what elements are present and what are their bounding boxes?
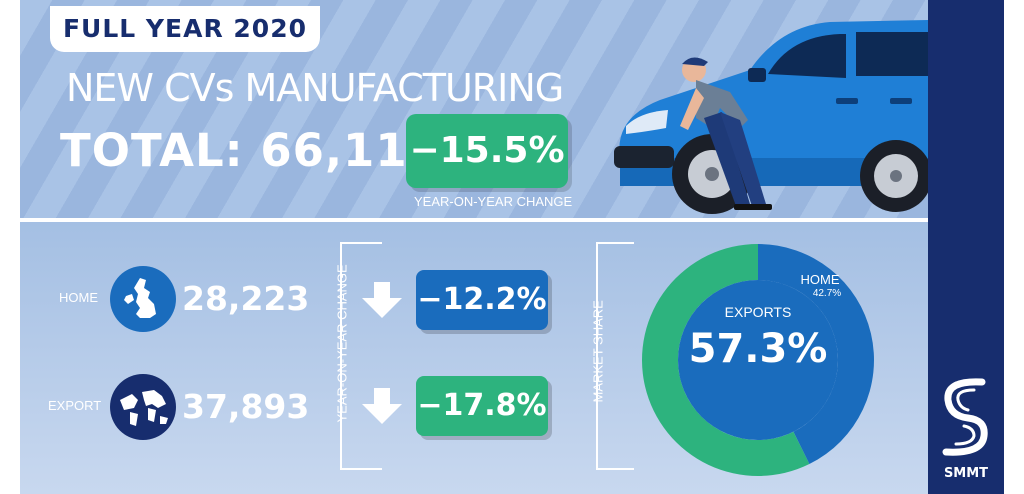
total-change-caption: YEAR-ON-YEAR CHANGE bbox=[414, 194, 573, 209]
home-change-box: −12.2% bbox=[416, 270, 548, 330]
export-label: EXPORT bbox=[48, 398, 102, 413]
headline: NEW CVs MANUFACTURING bbox=[66, 66, 564, 110]
panel-divider bbox=[20, 218, 928, 222]
home-share-value: 42.7% bbox=[812, 288, 842, 299]
smmt-logo-icon bbox=[942, 378, 988, 456]
donut-slice-home bbox=[758, 244, 874, 465]
uk-map-icon bbox=[110, 266, 176, 332]
total-change-box: −15.5% bbox=[406, 114, 568, 188]
van-mechanic-illustration bbox=[614, 20, 928, 214]
yoy-vertical-label: YEAR-ON-YEAR CHANGE bbox=[334, 264, 350, 423]
exports-share-label: EXPORTS bbox=[724, 304, 792, 320]
export-change-box: −17.8% bbox=[416, 376, 548, 436]
home-share-label: HOME bbox=[800, 272, 840, 287]
brand-sidebar bbox=[928, 0, 1004, 494]
down-arrow-icon-home bbox=[362, 282, 402, 318]
globe-icon bbox=[110, 374, 176, 440]
smmt-logo-text: SMMT bbox=[943, 466, 989, 481]
globe-shape bbox=[120, 390, 168, 426]
market-share-donut bbox=[642, 244, 874, 476]
donut-slice-exports bbox=[642, 244, 810, 476]
home-label: HOME bbox=[59, 290, 98, 305]
home-value: 28,223 bbox=[182, 279, 310, 318]
exports-share-value: 57.3% bbox=[688, 326, 828, 372]
total-figure: TOTAL: 66,116 bbox=[60, 124, 440, 177]
total-label: TOTAL: bbox=[60, 124, 244, 177]
market-share-bracket bbox=[596, 242, 634, 470]
donut-hole bbox=[678, 280, 838, 440]
export-value: 37,893 bbox=[182, 387, 310, 426]
uk-map-shape bbox=[124, 278, 156, 318]
down-arrow-icon-export bbox=[362, 388, 402, 424]
yoy-bracket bbox=[340, 242, 382, 470]
market-share-vertical-label: MARKET SHARE bbox=[590, 300, 606, 403]
period-badge: FULL YEAR 2020 bbox=[50, 6, 320, 52]
